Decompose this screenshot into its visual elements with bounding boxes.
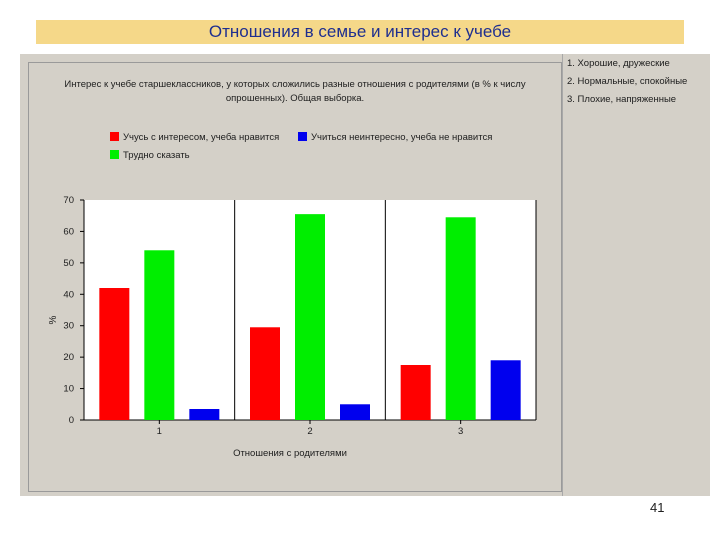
bar (189, 409, 220, 420)
bar (250, 327, 280, 420)
legend-item-interested: Учусь с интересом, учеба нравится (110, 132, 279, 143)
bar (400, 365, 431, 420)
bar (295, 214, 325, 420)
bar (340, 404, 370, 420)
legend-label: Трудно сказать (123, 150, 190, 161)
bar (99, 288, 130, 420)
legend-swatch-red (110, 132, 119, 141)
y-tick-label: 10 (63, 384, 74, 395)
x-tick-label: 1 (157, 426, 162, 437)
legend-swatch-blue (298, 132, 307, 141)
bar-chart-plot: 0 10 20 30 40 50 60 70 1 2 3 Отношения с родителями… (48, 195, 537, 459)
side-notes: 1. Хорошие, дружеские 2. Нормальные, спо… (562, 54, 710, 496)
y-tick-label: 20 (63, 352, 74, 363)
legend-swatch-green (110, 150, 119, 159)
side-note-1: 1. Хорошие, дружеские (567, 58, 670, 69)
page-number: 41 (650, 500, 665, 515)
legend-label: Учиться неинтересно, учеба не нравится (311, 132, 493, 143)
legend-item-hard-to-say: Трудно сказать (110, 150, 190, 161)
bar (445, 217, 476, 420)
bar (144, 250, 175, 420)
chart-title: Интерес к учебе старшеклассников, у кото… (64, 79, 526, 104)
slide-title: Отношения в семье и интерес к учебе (36, 20, 684, 44)
y-tick-label: 70 (63, 195, 74, 206)
x-axis-label: Отношения с родителями (233, 448, 347, 459)
side-note-2: 2. Нормальные, спокойные (567, 76, 688, 87)
y-tick-label: 0 (69, 415, 74, 426)
x-tick-label: 2 (307, 426, 312, 437)
chart-frame (28, 62, 562, 492)
bar (490, 360, 521, 420)
chart-panel: 1. Хорошие, дружеские 2. Нормальные, спо… (20, 54, 710, 496)
legend-item-not-interested: Учиться неинтересно, учеба не нравится (298, 132, 492, 143)
y-tick-label: 40 (63, 289, 74, 300)
side-note-3: 3. Плохие, напряженные (567, 94, 677, 105)
y-tick-label: 30 (63, 321, 74, 332)
y-tick-label: 50 (63, 258, 74, 269)
y-axis-label: % (48, 315, 59, 324)
x-tick-label: 3 (458, 426, 463, 437)
legend-label: Учусь с интересом, учеба нравится (123, 132, 280, 143)
y-tick-label: 60 (63, 226, 74, 237)
